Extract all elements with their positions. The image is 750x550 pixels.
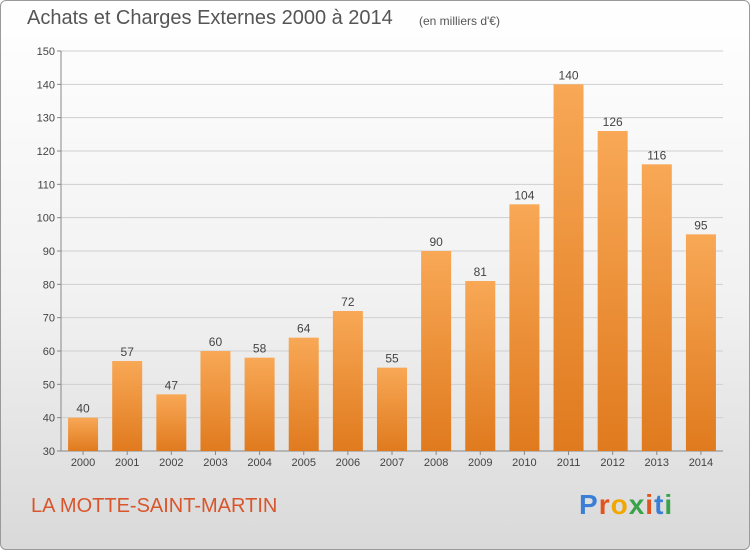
logo-letter: o [610,489,629,520]
y-tick-label: 140 [37,79,55,91]
value-label: 116 [647,148,666,162]
x-tick-label: 2010 [512,457,536,469]
bar [288,337,319,451]
value-label: 81 [474,265,488,279]
value-labels: 40 57 47 60 58 64 72 55 90 81 104 140 126 116 95 [76,68,708,415]
x-tick-labels: 2000 2001 2002 2003 2004 2005 2006 2007 2008 2009… [71,457,713,469]
chart-unit: (en milliers d'€) [419,14,500,28]
y-tick-label: 110 [37,179,55,191]
y-tick-label: 80 [43,279,55,291]
value-label: 72 [341,295,355,309]
commune-name: LA MOTTE-SAINT-MARTIN [31,495,278,517]
x-tick-label: 2002 [159,457,183,469]
bar [244,357,275,451]
bars [68,84,716,452]
x-tick-label: 2012 [600,457,624,469]
chart-title: Achats et Charges Externes 2000 à 2014 [27,7,393,29]
x-tick-label: 2008 [424,457,448,469]
y-tick-label: 100 [37,213,55,225]
y-tick-label: 120 [37,146,55,158]
value-label: 58 [253,342,267,356]
logo-letter: x [628,489,646,520]
value-label: 57 [121,345,135,359]
bar [112,361,143,451]
bar [509,204,540,451]
y-tick-label: 70 [43,313,55,325]
bar [597,131,628,451]
value-label: 55 [385,352,399,366]
bar [377,367,407,451]
value-label: 40 [76,402,90,416]
bar [641,164,672,452]
value-label: 90 [429,235,443,249]
bar [421,251,452,451]
value-label: 140 [559,68,579,82]
y-tick-label: 30 [43,446,55,458]
bar [200,351,231,451]
logo-letter: r [598,489,611,520]
bar [465,281,496,451]
x-tick-label: 2005 [291,457,315,469]
bar [332,311,363,451]
x-tick-label: 2014 [689,457,713,469]
proxiti-logo: Proxiti [579,489,673,521]
x-tick-label: 2004 [247,457,271,469]
value-label: 126 [603,115,623,129]
y-tick-label: 90 [43,246,55,258]
bar [156,394,187,451]
value-label: 64 [297,322,311,336]
value-label: 60 [209,335,223,349]
bar [68,417,99,451]
value-label: 47 [165,378,179,392]
y-tick-label: 40 [43,413,55,425]
x-tick-label: 2007 [380,457,404,469]
y-tick-label: 150 [37,46,55,58]
logo-letter: i [664,489,674,520]
bar [553,84,584,451]
x-tick-label: 2003 [203,457,227,469]
x-tick-label: 2009 [468,457,492,469]
y-tick-label: 130 [37,113,55,125]
value-label: 95 [694,218,708,232]
y-tick-label: 50 [43,379,55,391]
value-label: 104 [514,188,534,202]
logo-letter: i [645,489,655,520]
x-tick-label: 2006 [336,457,360,469]
logo-letter: t [654,489,665,520]
x-tick-label: 2001 [115,457,139,469]
bar [685,234,716,451]
y-tick-labels: 30 40 50 60 70 80 90 100 110 120 130 140 150 [37,46,55,458]
x-tick-label: 2011 [557,457,581,469]
x-tick-label: 2000 [71,457,95,469]
x-tick-label: 2013 [645,457,669,469]
logo-letter: P [579,489,599,520]
y-tick-label: 60 [43,346,55,358]
